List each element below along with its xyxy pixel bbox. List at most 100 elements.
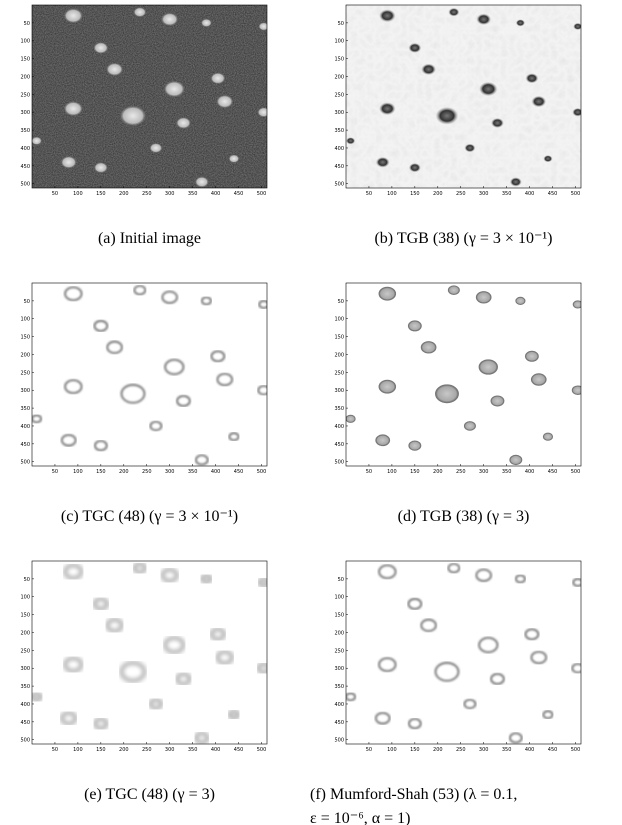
cell	[200, 573, 213, 584]
y-tick-label: 450	[334, 720, 344, 726]
cell	[105, 618, 124, 633]
y-tick-label: 50	[24, 21, 30, 27]
cell	[200, 18, 212, 28]
y-tick-label: 350	[334, 128, 344, 134]
x-tick-label: 100	[73, 469, 83, 475]
frame	[345, 4, 582, 189]
y-tick-label: 350	[334, 684, 344, 690]
x-tick-label: 100	[387, 191, 397, 197]
y-tick-label: 400	[20, 424, 30, 430]
caption: (f) Mumford-Shah (53) (λ = 0.1,	[310, 786, 517, 803]
cell	[160, 568, 179, 583]
cell	[464, 143, 476, 153]
x-tick-label: 200	[119, 191, 129, 197]
cell	[106, 340, 123, 354]
y-tick-label: 200	[334, 74, 344, 80]
y-tick-label: 300	[20, 666, 30, 672]
cell	[530, 651, 547, 664]
x-tick-label: 100	[73, 191, 83, 197]
cell	[32, 691, 43, 702]
y-tick-label: 150	[334, 335, 344, 341]
cell	[509, 454, 523, 466]
cell	[149, 142, 163, 154]
x-tick-label: 50	[366, 191, 372, 197]
cell	[63, 563, 84, 580]
cell	[407, 320, 422, 332]
y-tick-label: 500	[20, 738, 30, 744]
x-tick-label: 500	[571, 747, 581, 753]
cell	[120, 384, 146, 404]
y-tick-label: 150	[334, 57, 344, 63]
x-tick-label: 250	[456, 191, 466, 197]
x-tick-label: 200	[433, 747, 443, 753]
cell	[133, 7, 147, 18]
cell	[216, 373, 233, 386]
cell	[120, 661, 146, 683]
y-tick-label: 500	[334, 738, 344, 744]
cell	[227, 709, 241, 720]
x-tick-label: 150	[410, 747, 420, 753]
cell	[542, 432, 554, 441]
image	[346, 5, 581, 188]
cell	[63, 8, 84, 24]
cell	[408, 162, 421, 173]
y-tick-label: 350	[20, 684, 30, 690]
y-tick-label: 400	[20, 702, 30, 708]
y-tick-label: 200	[20, 74, 30, 80]
cell	[148, 698, 163, 710]
cell	[509, 732, 523, 744]
cell	[161, 290, 178, 304]
x-tick-label: 50	[366, 469, 372, 475]
cell	[379, 9, 396, 23]
cell	[194, 176, 209, 188]
y-tick-label: 450	[20, 164, 30, 170]
cell	[346, 137, 356, 145]
cell	[346, 414, 356, 423]
cell	[64, 286, 83, 301]
x-tick-label: 300	[479, 469, 489, 475]
cell	[228, 154, 240, 163]
x-tick-label: 500	[571, 469, 581, 475]
cell	[379, 102, 396, 116]
x-tick-label: 400	[211, 747, 221, 753]
cell	[93, 162, 109, 174]
cell	[63, 656, 84, 673]
cell	[491, 117, 504, 128]
x-tick-label: 150	[96, 747, 106, 753]
cell	[447, 563, 461, 574]
bg	[32, 283, 267, 466]
y-tick-label: 50	[338, 299, 344, 305]
x-tick-label: 350	[502, 191, 512, 197]
x-tick-label: 500	[257, 469, 267, 475]
x-tick-label: 300	[165, 469, 175, 475]
cell	[378, 286, 397, 301]
x-tick-label: 350	[502, 469, 512, 475]
cell	[228, 432, 240, 441]
y-tick-label: 50	[24, 299, 30, 305]
cell	[524, 628, 540, 640]
y-tick-label: 250	[20, 648, 30, 654]
image	[32, 5, 267, 188]
x-tick-label: 450	[234, 191, 244, 197]
panel: 50 100 150 200 250 300 350 400 450 500 50 100 150 200…	[20, 4, 268, 247]
cell	[132, 562, 147, 574]
x-tick-label: 400	[211, 469, 221, 475]
cell	[209, 627, 226, 641]
x-tick-label: 500	[257, 747, 267, 753]
cell	[408, 440, 422, 451]
y-tick-label: 400	[334, 146, 344, 152]
cell	[257, 577, 267, 588]
cell	[60, 711, 78, 726]
x-tick-label: 100	[73, 747, 83, 753]
cell	[93, 41, 109, 54]
cell	[175, 116, 192, 129]
panel: 50 100 150 200 250 300 350 400 450 500 50 100 150 200…	[334, 4, 582, 247]
cell	[378, 657, 397, 672]
cell	[479, 81, 498, 97]
cell	[257, 107, 267, 118]
y-tick-label: 100	[334, 595, 344, 601]
cell	[63, 100, 84, 117]
panel: 50 100 150 200 250 300 350 400 450 500 50 100 150 200…	[20, 560, 268, 803]
y-tick-label: 300	[20, 388, 30, 394]
